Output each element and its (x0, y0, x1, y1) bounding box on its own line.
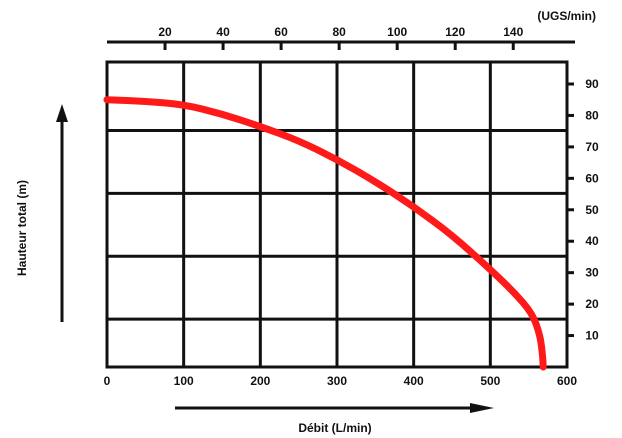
top-tick-label: 80 (332, 25, 346, 39)
bottom-axis: 0 100 200 300 400 500 600 (104, 374, 578, 388)
plot-grid (105, 60, 569, 369)
top-axis-unit-label: (UGS/min) (537, 9, 596, 23)
series-line (103, 96, 547, 371)
top-tick-label: 100 (387, 25, 407, 39)
x-tick-label: 600 (557, 374, 577, 388)
x-axis-label: Débit (L/min) (298, 421, 371, 435)
y-tick-label: 80 (585, 108, 599, 122)
top-tick-label: 60 (274, 25, 288, 39)
y-axis-label: Hauteur total (m) (15, 180, 29, 276)
top-tick-label: 20 (158, 25, 172, 39)
x-tick-label: 300 (327, 374, 347, 388)
y-direction-arrow (56, 104, 68, 322)
x-tick-label: 0 (104, 374, 111, 388)
x-direction-arrow (175, 403, 494, 413)
y-tick-label: 20 (585, 297, 599, 311)
y-tick-label: 50 (585, 203, 599, 217)
y-tick-label: 40 (585, 234, 599, 248)
x-tick-label: 500 (480, 374, 500, 388)
x-tick-label: 400 (404, 374, 424, 388)
y-tick-label: 90 (585, 77, 599, 91)
top-tick-label: 120 (445, 25, 465, 39)
y-tick-label: 70 (585, 140, 599, 154)
performance-curve (103, 96, 547, 371)
y-tick-label: 10 (585, 329, 599, 343)
x-tick-label: 100 (174, 374, 194, 388)
top-tick-label: 140 (503, 25, 523, 39)
top-tick-label: 40 (216, 25, 230, 39)
top-axis: 20 40 60 80 100 120 140 (107, 25, 575, 50)
right-axis: 10 20 30 40 50 60 70 80 90 (567, 77, 599, 343)
x-tick-label: 200 (250, 374, 270, 388)
y-tick-label: 60 (585, 171, 599, 185)
y-tick-label: 30 (585, 266, 599, 280)
